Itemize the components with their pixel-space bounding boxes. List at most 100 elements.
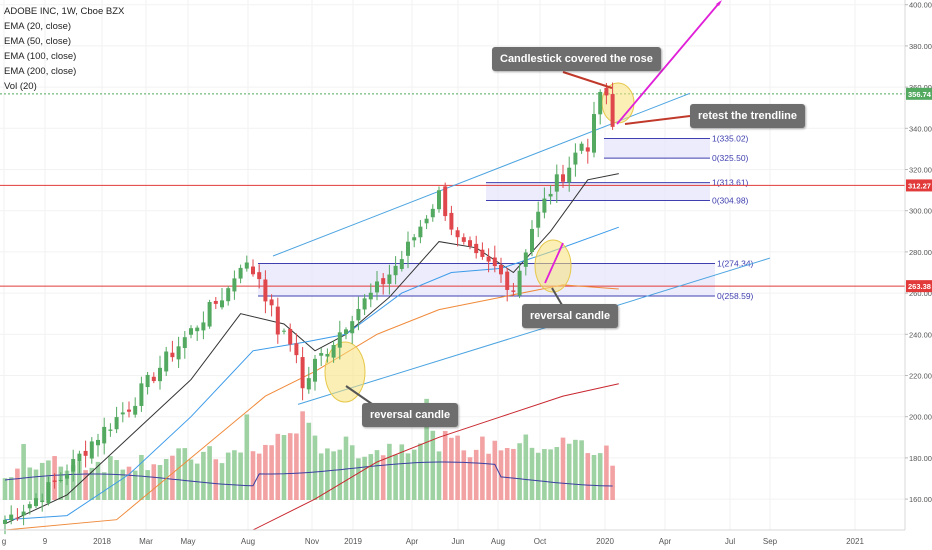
volume-bar — [405, 453, 411, 500]
price-tick-label: 340.00 — [909, 124, 932, 133]
fib-label-top: 1(274.34) — [717, 259, 754, 269]
candle-body — [356, 308, 361, 321]
volume-bars — [2, 398, 615, 500]
price-tick-label: 200.00 — [909, 413, 932, 422]
volume-bar — [343, 436, 349, 500]
indicator-volume[interactable]: Vol (20) — [4, 81, 37, 92]
candle-body — [176, 346, 181, 360]
volume-bar — [27, 467, 33, 500]
candle-body — [306, 378, 311, 390]
volume-bar — [33, 469, 39, 500]
volume-bar — [610, 465, 615, 500]
pointer-covered — [562, 71, 613, 89]
candle-body — [213, 300, 218, 304]
time-tick-label: Oct — [534, 537, 547, 546]
candle-body — [158, 367, 162, 382]
volume-bar — [436, 451, 442, 500]
candle-body — [3, 519, 7, 524]
volume-bar — [604, 445, 609, 500]
candle-body — [83, 450, 88, 456]
indicator-ema20[interactable]: EMA (20, close) — [4, 21, 72, 32]
volume-bar — [101, 472, 107, 500]
volume-bar — [511, 448, 516, 500]
volume-bar — [504, 448, 510, 500]
time-tick-label: Aug — [241, 537, 255, 546]
annotation-arrows — [345, 0, 722, 405]
fib-zones: 1(274.34) 0(258.59) 1(313.61) 0(304.98) 1(33… — [258, 134, 754, 301]
chart-legend: ADOBE INC, 1W, Cboe BZX EMA (20, close) … — [4, 4, 124, 94]
indicator-ema100[interactable]: EMA (100, close) — [4, 51, 77, 62]
volume-bar — [39, 462, 45, 500]
candle-body — [133, 405, 138, 415]
indicator-ema200[interactable]: EMA (200, close) — [4, 66, 77, 77]
channel-lower — [297, 257, 771, 405]
volume-bar — [374, 450, 380, 500]
volume-bar — [244, 414, 250, 500]
volume-bar — [542, 449, 547, 500]
callout-candlestick-covered: Candlestick covered the rose — [492, 47, 661, 71]
candle-body — [536, 211, 541, 228]
candle-body — [282, 330, 286, 332]
volume-bar — [114, 460, 119, 500]
volume-bar — [411, 449, 417, 500]
candle-body — [164, 351, 169, 372]
candle-body — [443, 186, 448, 217]
candle-body — [65, 474, 69, 479]
volume-bar — [455, 435, 460, 500]
candle-body — [170, 352, 175, 358]
volume-bar — [362, 456, 367, 500]
candle-body — [145, 374, 150, 388]
price-tick-label: 300.00 — [909, 207, 932, 216]
symbol-title[interactable]: ADOBE INC, 1W, Cboe BZX — [4, 6, 125, 17]
candle-body — [300, 357, 305, 389]
ema50-line — [4, 226, 619, 521]
volume-bar — [349, 445, 355, 500]
price-tick-label: 160.00 — [909, 495, 932, 504]
volume-bar — [225, 452, 231, 500]
indicator-ema50[interactable]: EMA (50, close) — [4, 36, 72, 47]
candle-body — [461, 237, 466, 242]
volume-bar — [331, 451, 336, 500]
volume-bar — [566, 443, 572, 500]
time-tick-label: Sep — [763, 537, 778, 546]
volume-bar — [356, 458, 361, 500]
volume-bar — [64, 470, 70, 500]
volume-bar — [188, 459, 194, 500]
candle-body — [610, 94, 615, 127]
candle-body — [40, 500, 45, 503]
volume-bar — [498, 450, 504, 500]
volume-bar — [132, 470, 138, 500]
volume-bar — [275, 433, 281, 500]
projection-arrowhead — [716, 0, 722, 6]
time-axis[interactable]: g 9 2018 Mar May Aug Nov 2019 Apr Jun Aug Oct 2020 Ap… — [0, 529, 905, 546]
candle-body — [331, 345, 336, 358]
volume-bar — [120, 469, 126, 500]
candle-body — [406, 241, 410, 256]
time-tick-label: 2019 — [344, 537, 362, 546]
candle-body — [474, 243, 479, 254]
volume-bar — [263, 444, 268, 500]
price-axis[interactable]: 160.00 180.00 200.00 220.00 240.00 260.00 280.… — [904, 0, 932, 530]
price-label-box — [906, 179, 932, 192]
candle-body — [52, 480, 57, 482]
candle-body — [189, 328, 193, 335]
volume-bar — [430, 430, 436, 500]
volume-bar — [480, 436, 485, 500]
candle-body — [195, 327, 200, 332]
volume-bar — [126, 466, 132, 500]
volume-bar — [337, 449, 343, 500]
candle-body — [381, 278, 386, 285]
candle-body — [585, 147, 590, 152]
volume-bar — [492, 440, 498, 500]
price-tick-label: 360.00 — [909, 83, 932, 92]
time-tick-label: Nov — [305, 537, 319, 546]
volume-bar — [554, 447, 560, 500]
fib-label-bottom: 0(304.98) — [712, 195, 749, 205]
fib-zone-fill — [258, 263, 715, 297]
candle-body — [182, 337, 187, 349]
candle-body — [480, 249, 485, 257]
candle-body — [368, 292, 373, 300]
time-tick-label: 2018 — [93, 537, 111, 546]
candle-body — [77, 453, 82, 462]
